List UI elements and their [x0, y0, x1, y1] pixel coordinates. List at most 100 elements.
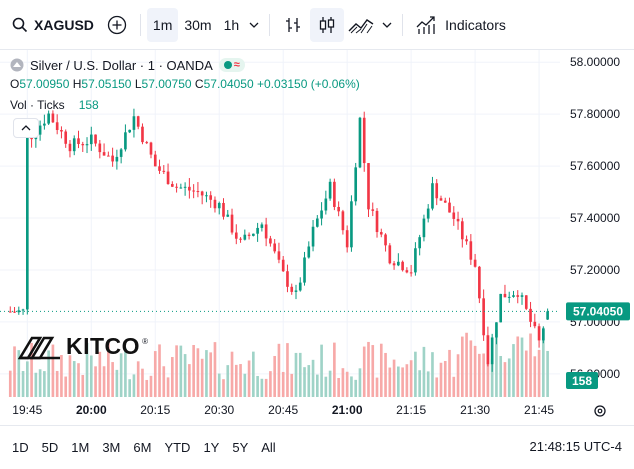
candles-style-button[interactable] — [310, 7, 345, 42]
kitco-logo-text: KITCO — [66, 333, 141, 359]
volume-bar — [247, 360, 251, 397]
volume-bar — [320, 344, 323, 397]
kitco-logo: KITCO ® — [18, 333, 148, 360]
settings-gear-icon[interactable] — [594, 405, 606, 417]
volume-bar — [43, 371, 46, 397]
volume-bar — [200, 358, 204, 397]
candle-body — [64, 131, 68, 144]
candle-body — [537, 326, 541, 341]
price-axis-label: 58.00000 — [570, 55, 620, 69]
volume-bar — [60, 355, 63, 397]
volume-bar — [158, 344, 161, 397]
price-chart[interactable]: 58.00000 57.80000 57.60000 57.40000 57.20000… — [0, 50, 634, 425]
time-axis-label: 21:15 — [396, 403, 426, 417]
range-all[interactable]: All — [261, 440, 276, 455]
candle-body — [435, 183, 439, 199]
utc-clock[interactable]: 21:48:15 UTC-4 — [529, 439, 623, 454]
candle-body — [448, 202, 451, 213]
candle-body — [192, 190, 195, 192]
candle-body — [234, 232, 238, 239]
bar-chart-style-button[interactable] — [276, 8, 310, 42]
volume-bar — [512, 344, 515, 397]
timeframe-chevron-down-icon[interactable] — [245, 8, 263, 42]
range-5d[interactable]: 5D — [41, 440, 59, 455]
candle-body — [401, 261, 404, 271]
candle-body — [111, 155, 114, 162]
candle-body — [85, 144, 89, 146]
plus-circle-icon — [107, 15, 127, 34]
kitco-logo-icon — [18, 336, 60, 359]
candle-body — [524, 295, 528, 309]
volume-bar — [13, 346, 16, 397]
volume-label[interactable]: Vol · Ticks — [10, 98, 65, 112]
candle-body — [542, 328, 545, 341]
candle-body — [303, 257, 306, 283]
volume-bar — [290, 373, 294, 397]
volume-bar — [358, 368, 362, 397]
market-status-badge[interactable]: ≈ — [218, 58, 245, 72]
range-3m[interactable]: 3M — [102, 440, 121, 455]
candle-body — [367, 163, 370, 210]
volume-value: 158 — [78, 98, 99, 112]
volume-badge — [566, 372, 598, 389]
area-style-button[interactable] — [344, 8, 378, 42]
volume-bar — [439, 362, 443, 397]
timeframe-30m[interactable]: 30m — [184, 16, 212, 33]
range-1m[interactable]: 1M — [71, 440, 90, 455]
indicators-button[interactable]: Indicators — [409, 8, 512, 42]
volume-bar — [495, 329, 498, 397]
data-delay-icon: ≈ — [233, 59, 240, 71]
candle-body — [26, 137, 29, 310]
volume-bar — [448, 349, 451, 397]
range-6m[interactable]: 6M — [133, 440, 152, 455]
compare-symbol-button[interactable] — [100, 8, 134, 42]
symbol-search-button[interactable]: XAGUSD — [6, 8, 100, 42]
volume-bar — [239, 364, 242, 397]
volume-bar — [68, 355, 72, 397]
volume-bar — [234, 364, 238, 397]
price-axis-label: 57.20000 — [570, 263, 620, 277]
volume-bar — [379, 343, 383, 397]
volume-bar — [111, 362, 114, 397]
range-ytd[interactable]: YTD — [164, 440, 191, 455]
timeframe-1h[interactable]: 1h — [223, 16, 240, 33]
volume-bar — [401, 367, 404, 397]
candle-body — [51, 113, 55, 123]
registered-mark: ® — [142, 337, 148, 346]
legend-title[interactable]: Silver / U.S. Dollar · 1 · OANDA — [30, 57, 213, 73]
search-icon — [12, 17, 28, 32]
volume-bar — [384, 352, 387, 397]
volume-bar — [414, 351, 417, 397]
candle-body — [405, 270, 409, 273]
candle-body — [81, 144, 85, 146]
volume-bar — [435, 377, 439, 397]
candle-body — [166, 171, 170, 185]
candle-body — [115, 156, 119, 162]
volume-bar — [499, 356, 503, 397]
candle-body — [162, 170, 166, 172]
candle-body — [409, 272, 413, 274]
candle-body — [512, 295, 515, 297]
volume-bar — [273, 355, 276, 397]
time-axis-label: 19:45 — [12, 403, 42, 417]
volume-bar — [303, 367, 306, 397]
candle-body — [286, 271, 289, 287]
timeframe-1m[interactable]: 1m — [146, 7, 179, 42]
volume-bar — [354, 379, 358, 397]
range-1y[interactable]: 1Y — [203, 440, 220, 455]
candle-body — [439, 198, 443, 201]
collapse-legend-button[interactable] — [13, 118, 39, 138]
candle-body — [350, 201, 353, 248]
volume-bar — [264, 378, 268, 397]
volume-bar — [205, 350, 208, 397]
range-5y[interactable]: 5Y — [232, 440, 249, 455]
candle-body — [375, 210, 379, 233]
candle-body — [213, 199, 217, 209]
candle-body — [333, 181, 336, 207]
settings-gear-center — [597, 408, 603, 414]
candle-body — [452, 212, 456, 219]
chart-style-chevron-down-icon[interactable] — [378, 8, 396, 42]
candle-body — [397, 261, 400, 266]
range-1d[interactable]: 1D — [12, 440, 29, 455]
volume-bar — [269, 371, 272, 397]
